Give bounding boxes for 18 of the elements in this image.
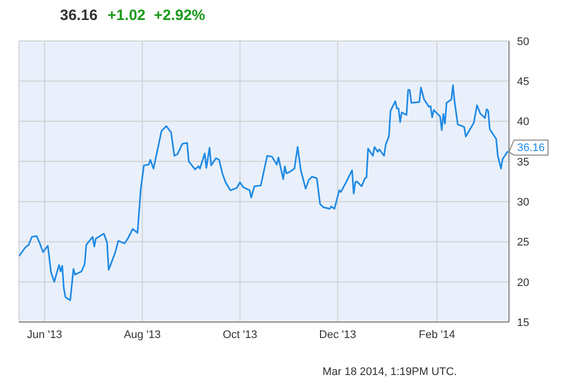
x-tick-label: Feb '14	[418, 328, 456, 341]
x-tick-label: Jun '13	[27, 328, 62, 341]
x-tick-label: Aug '13	[124, 328, 161, 341]
x-tick-label: Dec '13	[319, 328, 356, 341]
text: Mar 18 2014, 1:19PM UTC.	[322, 366, 457, 378]
y-tick-label: 45	[517, 76, 530, 88]
y-tick-label: 40	[517, 116, 530, 128]
chart-subtitle: +1.02 +2.92%	[108, 7, 206, 24]
y-tick-label: 35	[517, 156, 530, 168]
chart-title: 36.16	[60, 7, 98, 24]
line-series	[19, 84, 509, 302]
y-tick-label: 15	[517, 316, 530, 329]
y-tick-label: 20	[517, 276, 530, 289]
y-tick-label: 50	[517, 36, 530, 48]
x-tick-label: Oct '13	[222, 328, 258, 341]
annotation: 36.16	[517, 142, 545, 154]
y-tick-label: 30	[517, 196, 530, 208]
y-tick-label: 25	[517, 236, 530, 249]
